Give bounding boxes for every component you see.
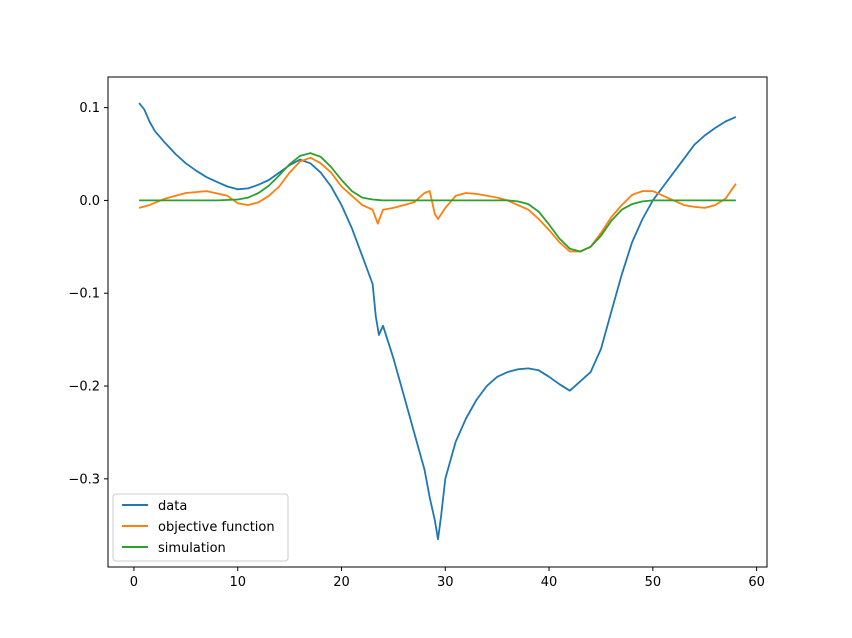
x-tick-label: 0 <box>130 575 138 590</box>
y-tick-label: 0.1 <box>79 101 100 116</box>
x-tick-label: 50 <box>645 575 662 590</box>
legend-label: data <box>158 499 187 514</box>
y-tick-label: −0.1 <box>68 287 100 302</box>
x-tick-label: 10 <box>229 575 246 590</box>
legend-box <box>112 493 289 562</box>
legend-label: simulation <box>158 541 226 556</box>
series-layer <box>138 102 737 541</box>
series-line-simulation <box>139 152 736 253</box>
plot-frame <box>107 76 768 568</box>
legend-label: objective function <box>158 520 275 535</box>
series-line-data <box>138 102 737 541</box>
y-tick-label: 0.0 <box>79 194 100 209</box>
x-axis: 0 10 20 30 40 50 60 <box>130 567 765 590</box>
x-tick-label: 30 <box>437 575 454 590</box>
x-tick-label: 20 <box>333 575 350 590</box>
x-tick-label: 60 <box>748 575 765 590</box>
x-tick-label: 40 <box>541 575 558 590</box>
y-tick-label: −0.2 <box>68 380 100 395</box>
y-tick-label: −0.3 <box>68 472 100 487</box>
y-axis: 0.1 0.0 −0.1 −0.2 −0.3 <box>68 101 108 487</box>
legend: data objective function simulation <box>112 493 289 562</box>
series-line-objective-function <box>138 156 737 253</box>
